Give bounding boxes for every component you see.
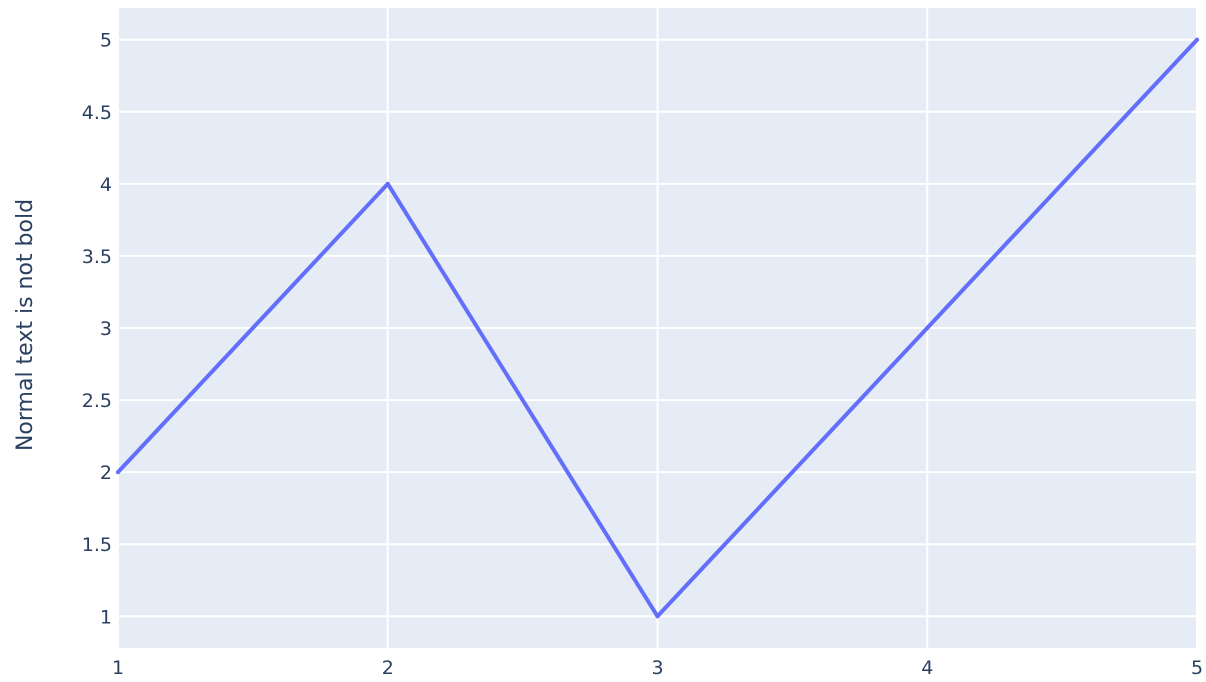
x-tick-label: 5	[1191, 657, 1203, 678]
x-tick-label: 2	[382, 657, 394, 678]
x-tick-label: 4	[921, 657, 933, 678]
data-point	[925, 326, 930, 330]
data-point	[1195, 37, 1199, 42]
y-tick-label: 4.5	[82, 102, 112, 124]
y-tick-label: 2	[100, 462, 112, 484]
y-tick-labels: 1 1.5 2 2.5 3 3.5 4 4.5 5	[82, 30, 112, 629]
data-point	[116, 470, 120, 475]
x-tick-label: 1	[112, 657, 124, 678]
y-tick-label: 1	[100, 606, 112, 628]
y-tick-label: 3.5	[82, 246, 112, 268]
data-point	[385, 181, 390, 186]
y-tick-label: 5	[100, 30, 112, 52]
x-tick-label: 3	[651, 657, 663, 678]
y-tick-label: 1.5	[82, 534, 112, 556]
y-tick-label: 4	[100, 174, 112, 196]
series-layer	[116, 37, 1199, 619]
x-tick-labels: 1 2 3 4 5	[112, 657, 1203, 679]
data-point	[655, 614, 660, 619]
y-tick-label: 2.5	[82, 390, 112, 412]
y-axis-title: Normal text is not bold	[13, 199, 38, 451]
y-tick-label: 3	[100, 318, 112, 340]
y-gridlines	[118, 38, 1197, 618]
